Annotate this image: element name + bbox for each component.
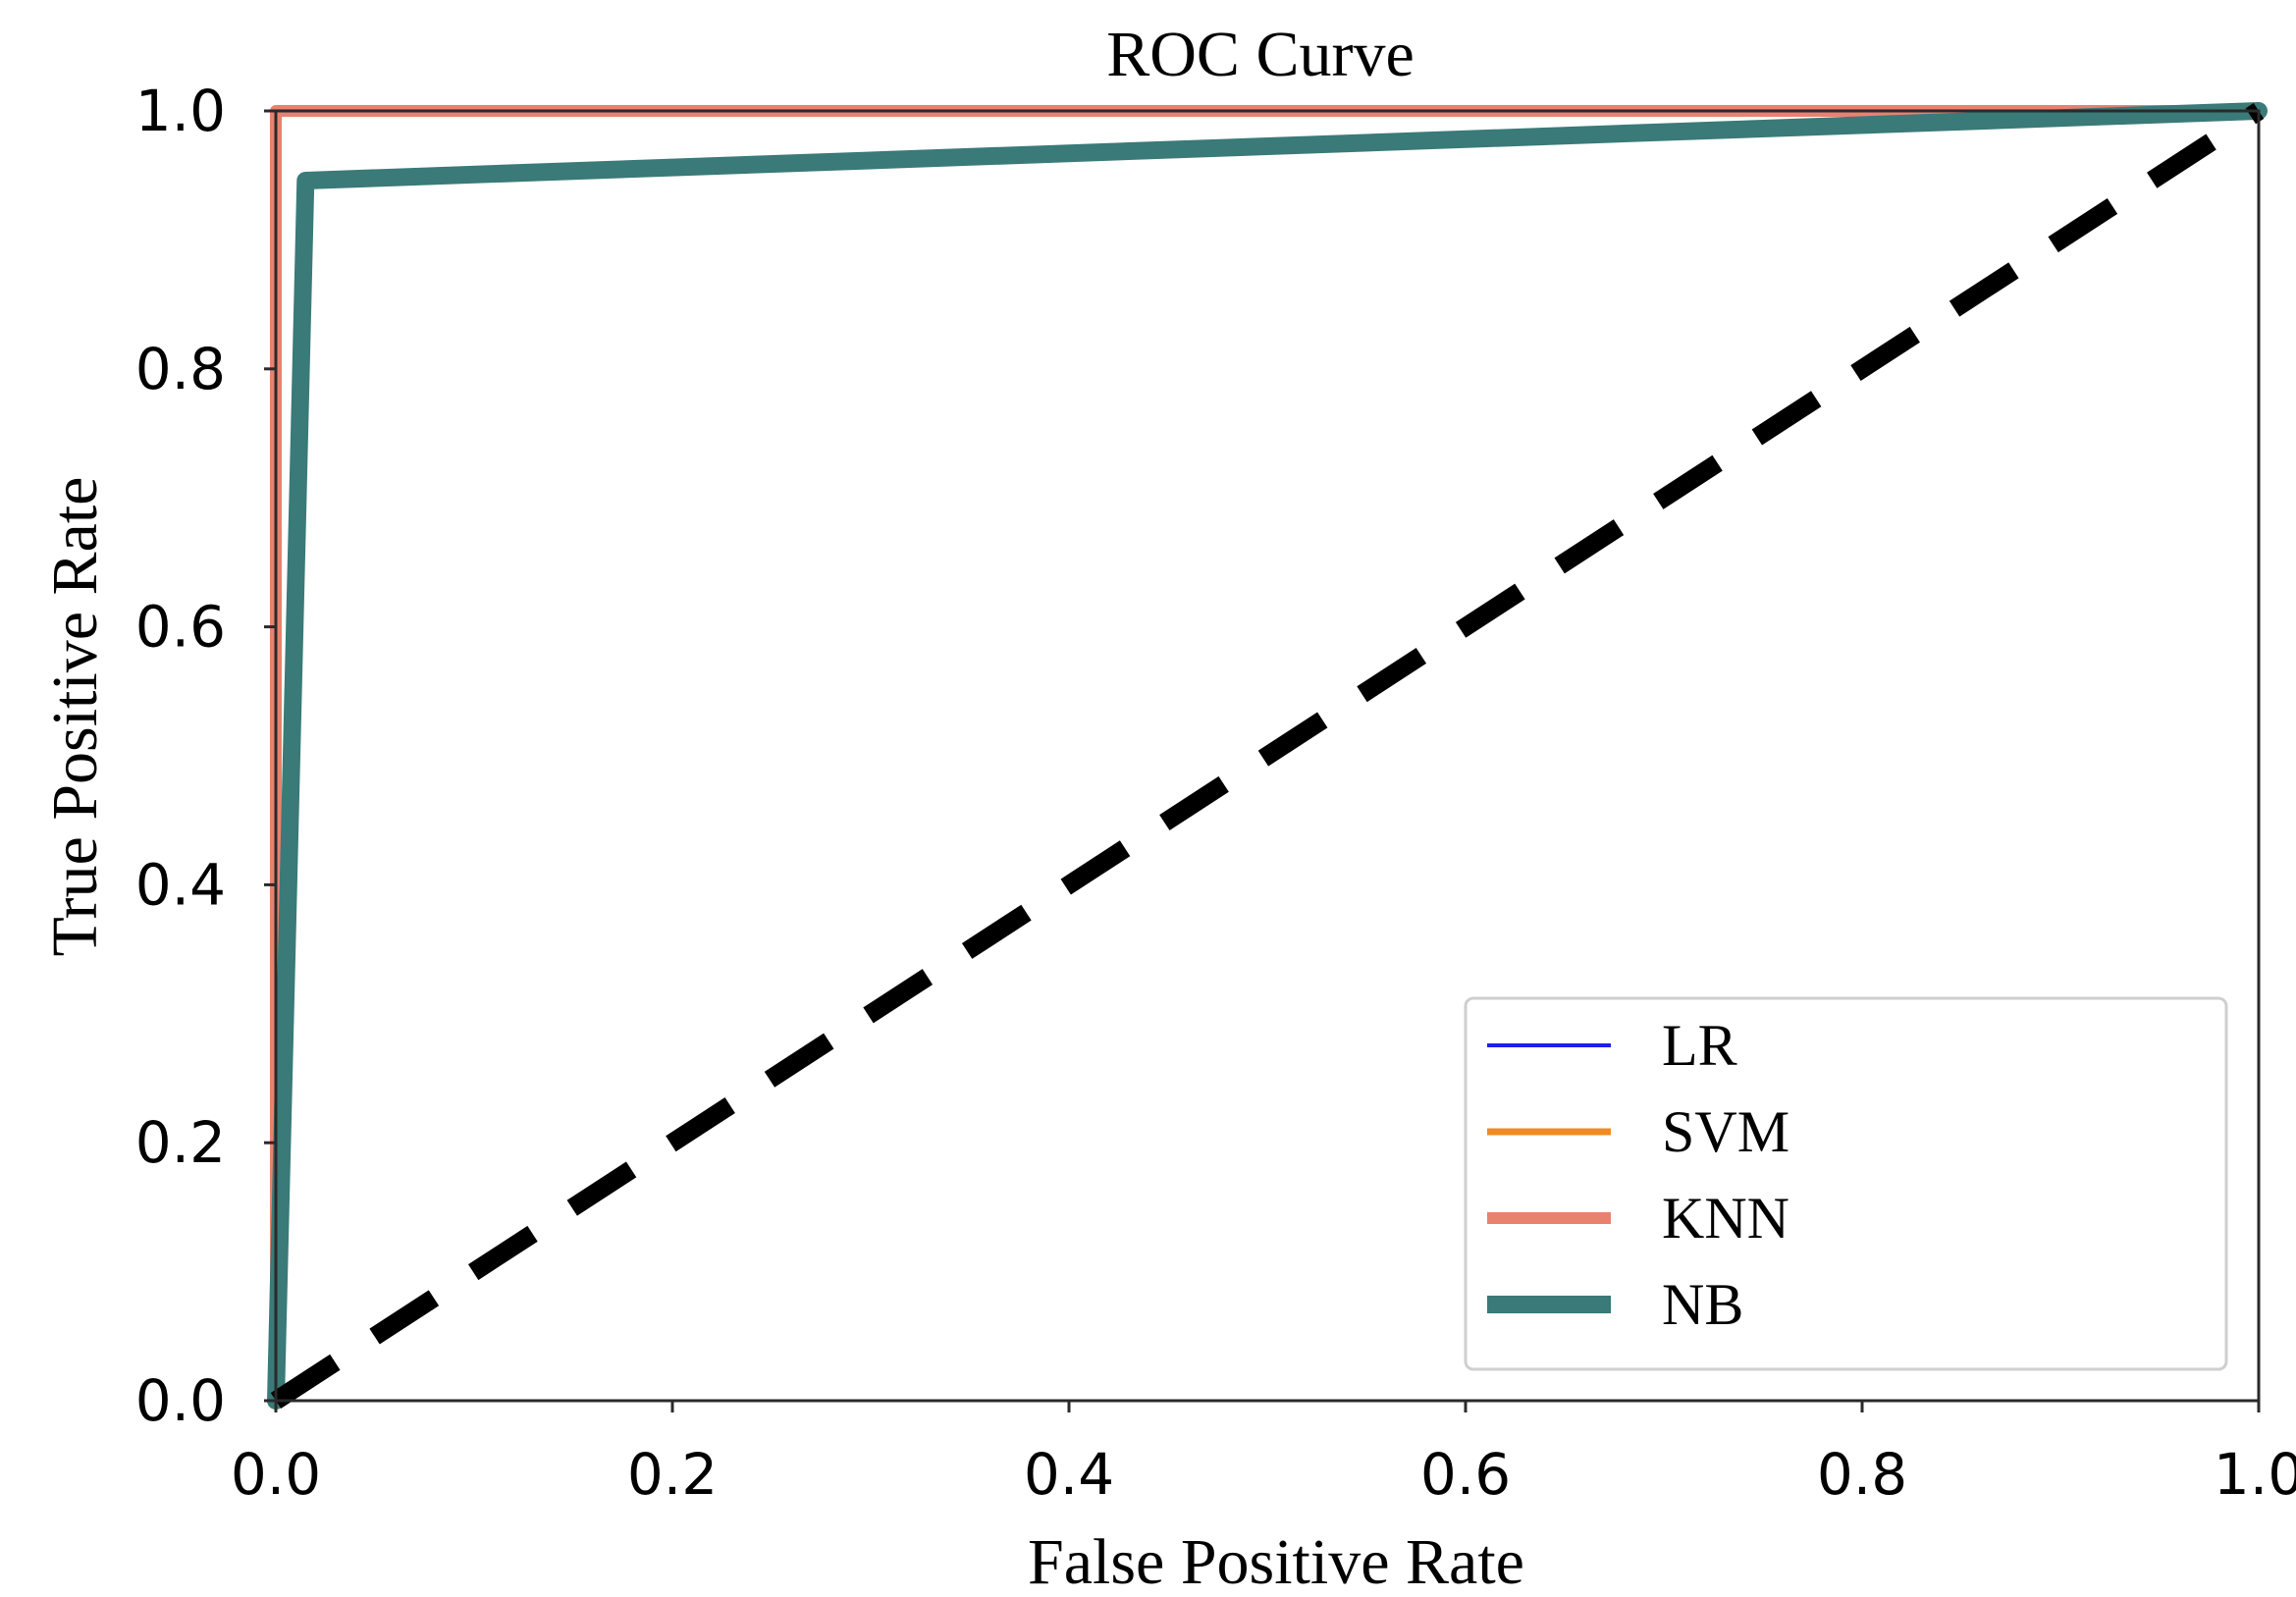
legend: LR SVM KNN NB — [1464, 996, 2228, 1371]
y-tick-label: 0.6 — [135, 594, 226, 661]
y-tick-label: 0.0 — [135, 1367, 226, 1434]
y-tick-label: 0.2 — [135, 1109, 226, 1176]
series-line-nb — [267, 102, 2268, 1410]
x-tick-label: 0.2 — [627, 1441, 718, 1508]
x-tick-label: 1.0 — [2214, 1441, 2296, 1508]
y-axis-label: True Positive Rate — [39, 477, 111, 957]
y-tick-label: 1.0 — [135, 78, 226, 144]
legend-label-svm: SVM — [1662, 1099, 1789, 1164]
axes: 0.0 0.2 0.4 0.6 0.8 1.0 0.0 0.2 0.4 0.6 0.8 1.0 — [135, 78, 2296, 1508]
legend-box — [1464, 996, 2228, 1371]
reference-diagonal-line — [270, 103, 2265, 1409]
y-tick-label: 0.4 — [135, 851, 226, 918]
chart-title: ROC Curve — [1106, 19, 1415, 90]
legend-label-nb: NB — [1662, 1272, 1743, 1337]
x-tick-label: 0.8 — [1817, 1441, 1907, 1508]
y-tick-label: 0.8 — [135, 336, 226, 402]
x-axis-label: False Positive Rate — [1028, 1526, 1524, 1597]
x-tick-label: 0.6 — [1420, 1441, 1511, 1508]
plot-frame — [274, 109, 2261, 1403]
x-tick-label: 0.4 — [1024, 1441, 1114, 1508]
legend-label-knn: KNN — [1662, 1186, 1789, 1251]
x-tick-label: 0.0 — [231, 1441, 321, 1508]
legend-label-lr: LR — [1662, 1013, 1737, 1078]
